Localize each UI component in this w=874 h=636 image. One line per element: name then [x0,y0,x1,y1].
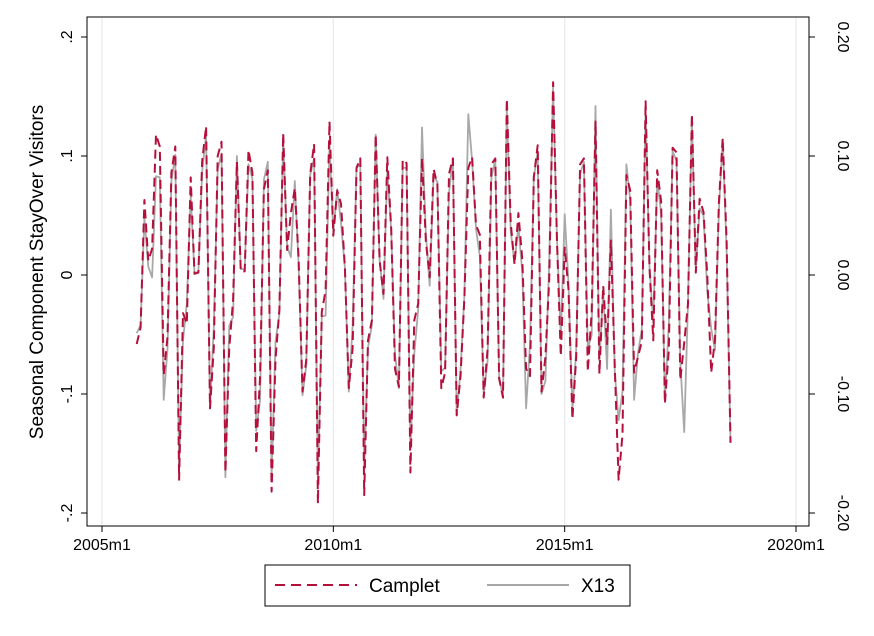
legend-label-camplet: Camplet [369,576,440,597]
legend-box [264,564,631,607]
axes: 2005m1 2010m1 2015m1 2020m1 .2 .1 0 -.1 -.2 0.20 0… [59,21,851,554]
y-tick-label-right: 0.00 [834,259,851,290]
y-axis-title: Seasonal Component StayOver Visitors [27,105,48,439]
x-tick-label: 2015m1 [536,537,594,554]
x-tick-label: 2005m1 [73,537,131,554]
gridlines [101,18,797,525]
y-tick-label-left: -.1 [59,385,76,404]
y-tick-label-left: .2 [59,30,76,43]
y-tick-label-right: -0.20 [834,495,851,532]
x-tick-label: 2020m1 [767,537,825,554]
series-layer [135,81,732,505]
legend-label-x13: X13 [581,576,615,597]
y-tick-label-left: .1 [59,149,76,162]
y-tick-label-left: -.2 [59,504,76,523]
x-tick-label: 2010m1 [304,537,362,554]
y-tick-label-right: 0.10 [834,140,851,171]
y-tick-label-left: 0 [59,270,76,279]
legend: Camplet X13 [264,564,631,607]
y-tick-label-right: 0.20 [834,21,851,52]
y-tick-label-right: -0.10 [834,376,851,413]
